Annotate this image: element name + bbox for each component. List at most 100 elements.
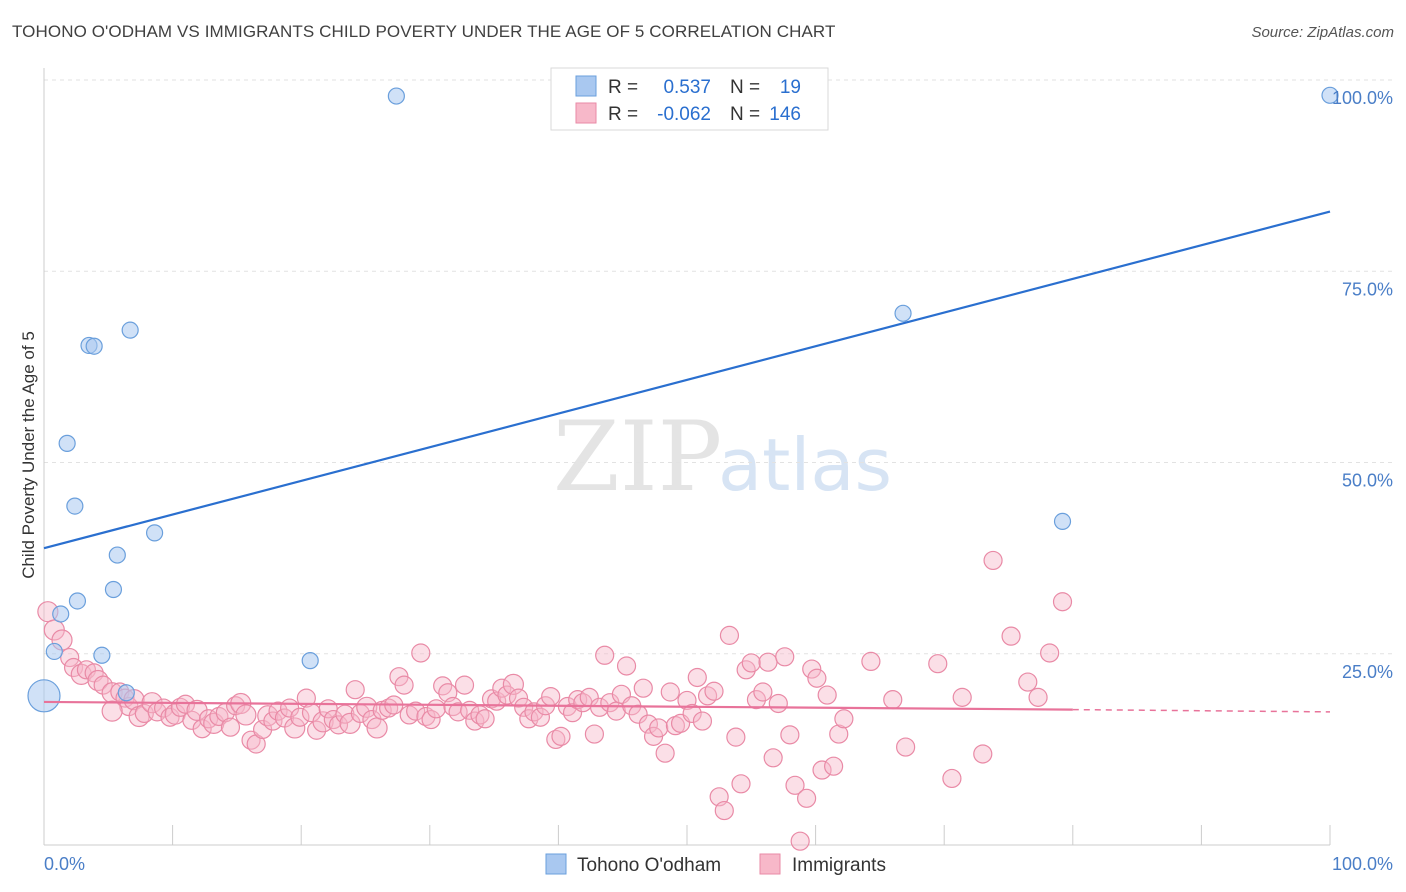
series-legend-label-immigrants: Immigrants [792, 855, 886, 876]
y-tick-labels: 25.0% 50.0% 75.0% 100.0% [1332, 88, 1393, 682]
tohono-trend-line [43, 210, 1331, 550]
immigrants-point-131 [758, 652, 778, 672]
immigrants-point-79 [475, 709, 495, 729]
tohono-point-0 [27, 679, 61, 713]
y-tick-label-100: 100.0% [1332, 88, 1393, 108]
immigrants-point-141 [812, 760, 832, 780]
immigrants-point-93 [551, 726, 571, 746]
tohono-point-10 [104, 580, 123, 599]
immigrants-point-64 [394, 675, 414, 695]
immigrants-point-154 [1001, 626, 1021, 646]
immigrants-point-157 [1040, 643, 1060, 663]
immigrants-point-155 [1018, 672, 1038, 692]
tohono-point-15 [387, 87, 405, 105]
tohono-point-16 [894, 304, 912, 322]
y-tick-label-50: 50.0% [1342, 471, 1393, 491]
x-tick-label-min: 0.0% [44, 854, 85, 874]
legend-r-label-immigrants: R = [608, 104, 638, 125]
chart-source: Source: ZipAtlas.com [1251, 24, 1394, 41]
tohono-point-9 [108, 546, 126, 564]
immigrants-point-113 [660, 682, 680, 702]
immigrants-point-121 [704, 681, 724, 701]
tohono-point-7 [85, 337, 103, 355]
immigrants-point-70 [426, 699, 446, 719]
tohono-point-5 [58, 434, 76, 452]
immigrants-point-144 [829, 724, 849, 744]
immigrants-point-35 [235, 704, 257, 726]
immigrants-point-137 [790, 831, 810, 851]
immigrants-point-83 [497, 685, 517, 705]
gridlines [44, 79, 1393, 655]
series-tohono [27, 86, 1339, 713]
series-immigrants [37, 550, 1073, 851]
immigrants-point-118 [687, 667, 707, 688]
immigrants-point-107 [628, 704, 648, 724]
legend-swatch-immigrants [575, 102, 597, 124]
series-legend: Tohono O'odham Immigrants [545, 853, 886, 876]
immigrants-point-134 [775, 647, 795, 667]
immigrants-point-57 [356, 696, 378, 718]
immigrants-point-46 [296, 688, 316, 708]
immigrants-point-88 [524, 702, 544, 722]
legend-r-label-tohono: R = [608, 77, 638, 98]
immigrants-trend-line [43, 700, 1073, 711]
immigrants-point-125 [726, 727, 746, 747]
immigrants-point-138 [796, 788, 817, 808]
tohono-point-2 [52, 605, 70, 623]
immigrants-point-156 [1028, 687, 1048, 707]
immigrants-point-119 [692, 711, 713, 731]
tohono-point-13 [145, 524, 164, 542]
immigrants-point-151 [952, 687, 972, 707]
chart-title: TOHONO O'ODHAM VS IMMIGRANTS CHILD POVER… [12, 22, 836, 41]
immigrants-point-92 [546, 729, 566, 750]
immigrants-point-14 [101, 700, 123, 722]
immigrants-point-150 [942, 768, 962, 789]
immigrants-point-108 [633, 678, 653, 698]
immigrants-point-135 [780, 725, 800, 745]
immigrants-point-68 [416, 706, 436, 727]
immigrants-point-147 [883, 690, 903, 710]
immigrants-point-45 [290, 707, 310, 727]
immigrants-point-99 [584, 724, 605, 744]
immigrants-point-54 [339, 712, 361, 734]
immigrants-point-132 [763, 748, 783, 768]
immigrants-point-67 [411, 643, 431, 663]
tohono-point-3 [68, 592, 87, 610]
immigrants-point-27 [192, 719, 212, 739]
tohono-point-4 [66, 497, 84, 515]
immigrants-point-123 [714, 800, 734, 821]
immigrants-point-44 [284, 717, 306, 739]
immigrants-point-117 [682, 703, 702, 724]
immigrants-trend-line-extension [1072, 708, 1331, 713]
watermark: ZIP atlas [553, 401, 892, 513]
immigrants-point-91 [541, 686, 561, 707]
immigrants-point-96 [568, 690, 588, 710]
immigrants-point-39 [257, 705, 279, 727]
immigrants-point-124 [719, 625, 740, 645]
immigrants-point-86 [514, 697, 534, 717]
immigrants-point-9 [93, 675, 113, 695]
series-legend-swatch-tohono [545, 853, 567, 875]
legend-r-value-tohono: 0.537 [663, 77, 711, 98]
legend-swatch-tohono [575, 75, 597, 97]
immigrants-point-3 [60, 647, 80, 668]
y-tick-label-25: 25.0% [1342, 662, 1393, 682]
x-tick-label-max: 100.0% [1332, 854, 1393, 874]
legend-n-label-tohono: N = [730, 77, 760, 98]
immigrants-point-40 [263, 711, 283, 731]
immigrants-point-129 [746, 690, 767, 710]
legend-n-label-immigrants: N = [730, 104, 760, 125]
series-legend-swatch-immigrants [759, 853, 781, 875]
immigrants-point-55 [345, 680, 365, 700]
immigrants-point-52 [328, 715, 349, 735]
legend-n-value-tohono: 19 [780, 77, 801, 98]
immigrants-point-69 [421, 709, 441, 730]
immigrants-point-66 [406, 701, 426, 721]
immigrants-point-111 [649, 718, 669, 738]
series-legend-label-tohono: Tohono O'odham [577, 855, 721, 876]
immigrants-point-101 [595, 645, 615, 665]
tohono-point-11 [93, 646, 111, 664]
immigrants-point-145 [834, 709, 854, 729]
correlation-legend: R = 0.537 N = 19 R = -0.062 N = 146 [550, 67, 829, 131]
